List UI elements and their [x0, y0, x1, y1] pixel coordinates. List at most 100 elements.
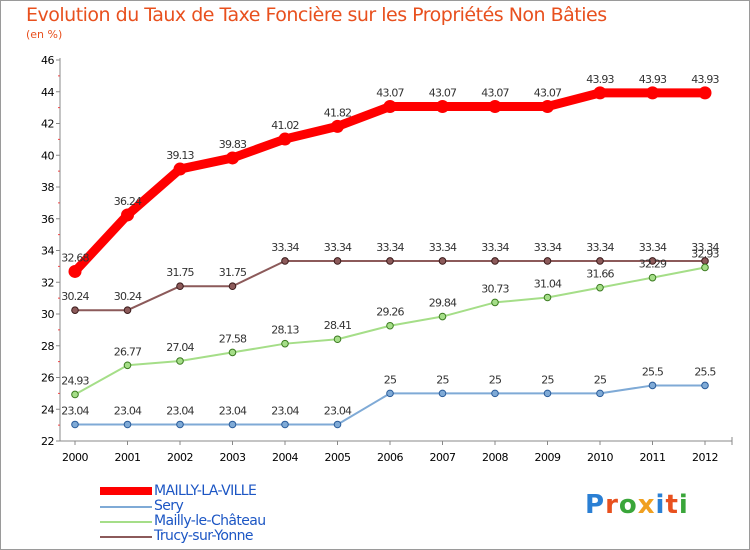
logo-letter: i — [678, 490, 689, 520]
data-label-0: 36.24 — [114, 195, 142, 208]
data-label-1: 25.5 — [642, 365, 664, 378]
x-tick-label: 2002 — [167, 451, 193, 464]
data-point-3 — [386, 257, 394, 265]
logo-letter: i — [655, 490, 666, 520]
data-label-1: 23.04 — [61, 404, 89, 417]
y-tick-label: 24 — [41, 403, 54, 416]
y-tick-label: 30 — [41, 308, 54, 321]
data-point-0 — [173, 162, 187, 176]
data-label-0: 39.13 — [166, 149, 194, 162]
data-label-3: 31.75 — [219, 266, 247, 279]
y-tick-label: 42 — [41, 118, 54, 131]
x-tick-label: 2007 — [430, 451, 456, 464]
x-tick-label: 2003 — [220, 451, 246, 464]
data-point-0 — [331, 119, 344, 133]
y-tick-label: 34 — [41, 245, 54, 258]
data-label-0: 43.93 — [691, 73, 719, 86]
legend-label: Sery — [154, 498, 184, 514]
data-label-2: 27.58 — [219, 332, 247, 345]
data-label-3: 33.34 — [376, 241, 404, 254]
logo-letter: P — [585, 490, 606, 520]
data-point-1 — [648, 381, 657, 390]
data-label-1: 25 — [436, 373, 449, 386]
x-tick-label: 2009 — [535, 451, 561, 464]
logo-letter: o — [618, 490, 638, 520]
y-axis-unit: (en %) — [26, 28, 63, 41]
data-point-1 — [333, 420, 342, 429]
data-label-1: 23.04 — [324, 404, 352, 417]
data-label-2: 31.04 — [534, 277, 562, 290]
legend-swatch — [100, 521, 152, 523]
x-tick-label: 2006 — [377, 451, 403, 464]
data-label-3: 33.34 — [271, 241, 299, 254]
data-label-2: 30.73 — [481, 282, 509, 295]
chart-title: Evolution du Taux de Taxe Foncière sur l… — [26, 4, 607, 26]
data-point-3 — [71, 306, 79, 314]
data-label-0: 43.07 — [429, 87, 457, 100]
data-label-1: 25 — [541, 373, 554, 386]
data-label-0: 39.83 — [219, 138, 247, 151]
data-point-1 — [71, 420, 79, 429]
data-point-0 — [121, 208, 134, 222]
data-label-0: 43.93 — [639, 73, 667, 86]
data-label-1: 23.04 — [166, 404, 194, 417]
y-tick-label: 36 — [41, 213, 54, 226]
line-chart: 22 24 26 28 30 32 34 36 38 40 42 44 46 2000 2001 2002 20… — [41, 54, 733, 464]
data-label-0: 32.68 — [61, 251, 89, 264]
data-point-0 — [278, 132, 292, 146]
y-tick-label: 22 — [41, 435, 54, 448]
data-label-3: 30.24 — [114, 290, 142, 303]
data-point-0 — [541, 100, 554, 114]
data-point-2 — [281, 339, 289, 348]
data-label-3: 33.34 — [586, 241, 614, 254]
data-label-0: 43.07 — [376, 87, 404, 100]
data-point-1 — [281, 420, 289, 429]
data-label-3: 31.75 — [166, 266, 194, 279]
legend-swatch — [100, 536, 152, 538]
data-point-2 — [386, 321, 394, 330]
data-point-3 — [648, 257, 657, 265]
data-point-2 — [123, 361, 132, 370]
data-point-2 — [333, 335, 342, 344]
data-point-2 — [648, 273, 657, 282]
data-label-1: 23.04 — [114, 404, 142, 417]
data-point-3 — [491, 257, 499, 265]
data-point-2 — [176, 357, 184, 365]
data-label-0: 43.07 — [481, 87, 509, 100]
data-label-2: 27.04 — [166, 341, 194, 354]
legend-swatch — [100, 487, 152, 495]
x-tick-label: 2005 — [325, 451, 351, 464]
data-label-2: 29.26 — [376, 306, 404, 319]
data-point-2 — [543, 293, 552, 302]
data-label-1: 25 — [489, 373, 502, 386]
data-point-2 — [701, 263, 709, 272]
legend-label: MAILLY-LA-VILLE — [154, 483, 257, 499]
data-point-1 — [123, 420, 132, 429]
y-tick-label: 38 — [41, 181, 54, 194]
data-label-3: 30.24 — [61, 290, 89, 303]
data-label-0: 41.02 — [271, 119, 299, 132]
data-point-3 — [281, 257, 289, 265]
data-label-1: 25 — [384, 373, 397, 386]
data-label-3: 33.34 — [429, 241, 457, 254]
y-tick-label: 28 — [41, 340, 54, 353]
data-label-0: 41.82 — [324, 106, 352, 119]
logo-letter: x — [637, 490, 656, 520]
data-point-1 — [228, 420, 237, 429]
data-label-3: 33.34 — [481, 241, 509, 254]
data-label-2: 31.66 — [586, 268, 614, 281]
data-point-0 — [698, 86, 712, 100]
data-label-1: 25 — [594, 373, 607, 386]
legend-label: Trucy-sur-Yonne — [154, 528, 254, 544]
data-label-1: 23.04 — [219, 404, 247, 417]
logo-letter: r — [605, 490, 619, 520]
data-point-3 — [176, 282, 184, 291]
data-point-1 — [701, 381, 709, 390]
y-tick-label: 44 — [41, 86, 54, 99]
data-label-2: 28.41 — [324, 319, 352, 332]
data-point-2 — [596, 283, 604, 292]
legend-label: Mailly-le-Château — [154, 513, 266, 529]
x-tick-label: 2008 — [482, 451, 508, 464]
data-point-0 — [488, 100, 502, 114]
data-point-3 — [596, 257, 604, 265]
